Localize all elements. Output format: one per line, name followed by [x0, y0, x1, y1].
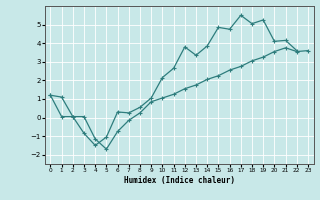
X-axis label: Humidex (Indice chaleur): Humidex (Indice chaleur) [124, 176, 235, 185]
